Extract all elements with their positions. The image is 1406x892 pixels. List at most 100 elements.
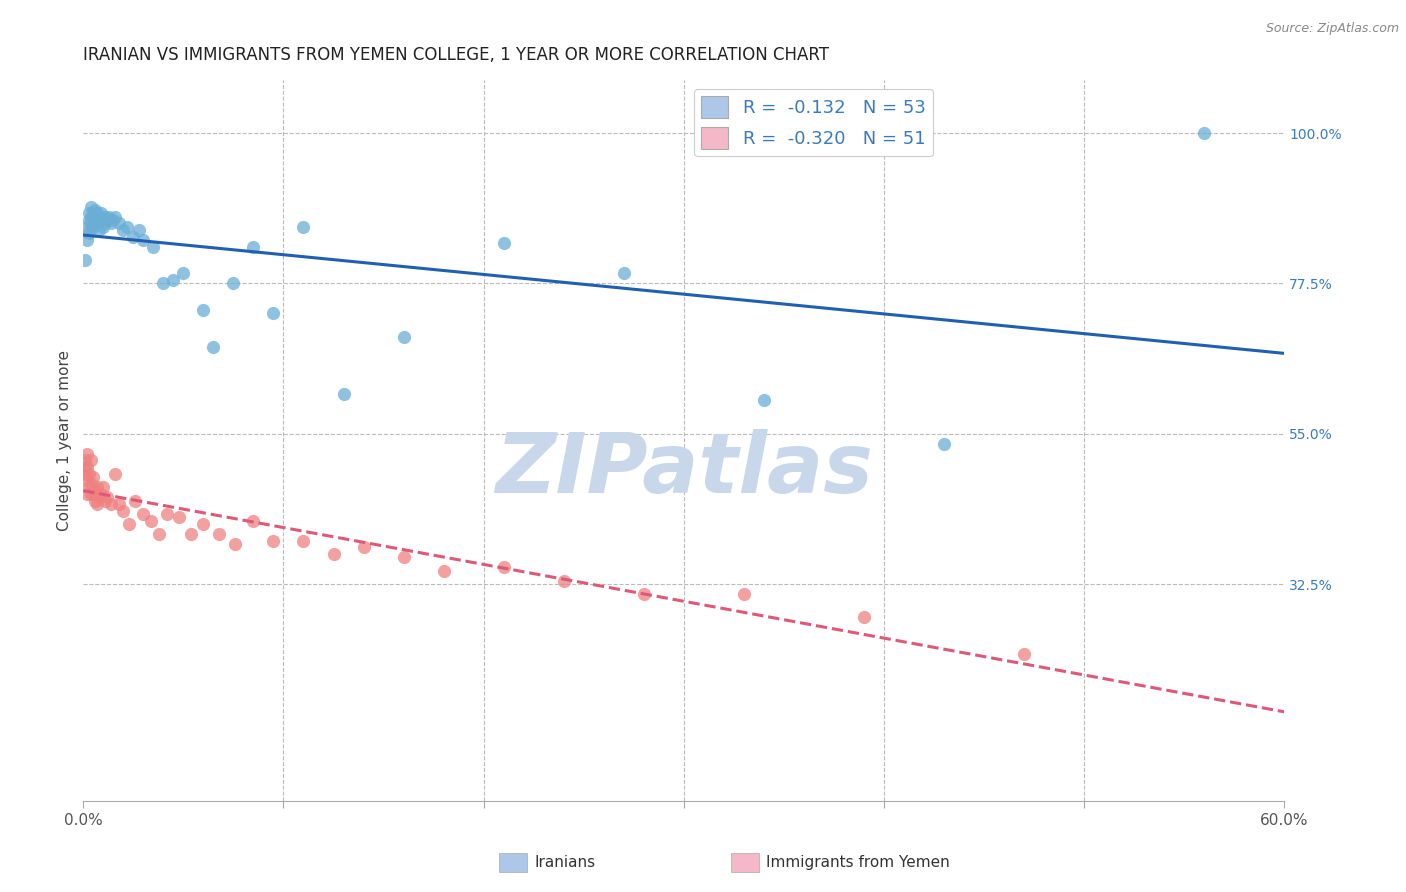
Point — [96, 213, 118, 227]
Point — [104, 467, 127, 481]
Point — [292, 533, 315, 548]
Point — [104, 210, 127, 224]
Point — [79, 467, 101, 481]
Point — [79, 227, 101, 241]
Point — [89, 490, 111, 504]
Point — [84, 216, 107, 230]
Point — [353, 541, 375, 555]
Point — [392, 330, 415, 344]
Point — [103, 213, 125, 227]
Point — [80, 453, 103, 467]
Point — [292, 219, 315, 234]
Point — [242, 240, 264, 254]
Point — [633, 587, 655, 601]
Point — [733, 587, 755, 601]
Point — [80, 219, 103, 234]
Point — [79, 480, 101, 494]
Point — [82, 213, 104, 227]
Point — [86, 206, 108, 220]
Point — [80, 487, 103, 501]
Point — [100, 497, 122, 511]
Point — [224, 537, 246, 551]
Point — [84, 493, 107, 508]
Point — [124, 493, 146, 508]
Point — [90, 487, 112, 501]
Point — [82, 206, 104, 220]
Point — [553, 574, 575, 588]
Point — [172, 266, 194, 280]
Point — [148, 527, 170, 541]
Point — [84, 483, 107, 498]
Point — [82, 470, 104, 484]
Point — [76, 487, 98, 501]
Point — [98, 210, 121, 224]
Point — [118, 516, 141, 531]
Point — [1192, 126, 1215, 140]
Point — [262, 533, 284, 548]
Point — [91, 219, 114, 234]
Point — [492, 236, 515, 251]
Point — [141, 514, 163, 528]
Point — [75, 467, 97, 481]
Point — [156, 507, 179, 521]
Point — [222, 277, 245, 291]
Point — [82, 219, 104, 234]
Point — [75, 253, 97, 268]
Point — [1012, 647, 1035, 661]
Point — [80, 200, 103, 214]
Point — [82, 487, 104, 501]
Point — [100, 216, 122, 230]
Point — [142, 240, 165, 254]
Point — [202, 340, 225, 354]
Text: ZIPatlas: ZIPatlas — [495, 429, 873, 509]
Point — [433, 564, 456, 578]
Text: Source: ZipAtlas.com: Source: ZipAtlas.com — [1265, 22, 1399, 36]
Point — [84, 210, 107, 224]
Point — [108, 497, 131, 511]
Point — [193, 516, 215, 531]
Point — [91, 213, 114, 227]
Point — [132, 233, 155, 247]
Point — [117, 219, 139, 234]
Point — [94, 210, 117, 224]
Text: IRANIAN VS IMMIGRANTS FROM YEMEN COLLEGE, 1 YEAR OR MORE CORRELATION CHART: IRANIAN VS IMMIGRANTS FROM YEMEN COLLEGE… — [83, 46, 830, 64]
Point — [84, 202, 107, 217]
Point — [76, 233, 98, 247]
Point — [76, 460, 98, 475]
Point — [208, 527, 231, 541]
Point — [94, 216, 117, 230]
Point — [96, 490, 118, 504]
Point — [169, 510, 191, 524]
Y-axis label: College, 1 year or more: College, 1 year or more — [58, 350, 72, 531]
Point — [332, 386, 354, 401]
Point — [79, 213, 101, 227]
Text: Iranians: Iranians — [534, 855, 595, 870]
Point — [90, 213, 112, 227]
Point — [492, 560, 515, 574]
Point — [852, 610, 875, 624]
Point — [932, 436, 955, 450]
Point — [76, 474, 98, 488]
Point — [75, 453, 97, 467]
Point — [122, 229, 145, 244]
Point — [112, 503, 135, 517]
Point — [80, 476, 103, 491]
Point — [94, 493, 117, 508]
Point — [86, 480, 108, 494]
Point — [152, 277, 174, 291]
Point — [108, 216, 131, 230]
Point — [86, 213, 108, 227]
Point — [242, 514, 264, 528]
Point — [613, 266, 636, 280]
Point — [80, 210, 103, 224]
Point — [128, 223, 150, 237]
Point — [76, 219, 98, 234]
Point — [86, 497, 108, 511]
Point — [180, 527, 202, 541]
Point — [89, 210, 111, 224]
Text: Immigrants from Yemen: Immigrants from Yemen — [766, 855, 950, 870]
Point — [752, 393, 775, 408]
Point — [75, 460, 97, 475]
Point — [89, 223, 111, 237]
Point — [322, 547, 344, 561]
